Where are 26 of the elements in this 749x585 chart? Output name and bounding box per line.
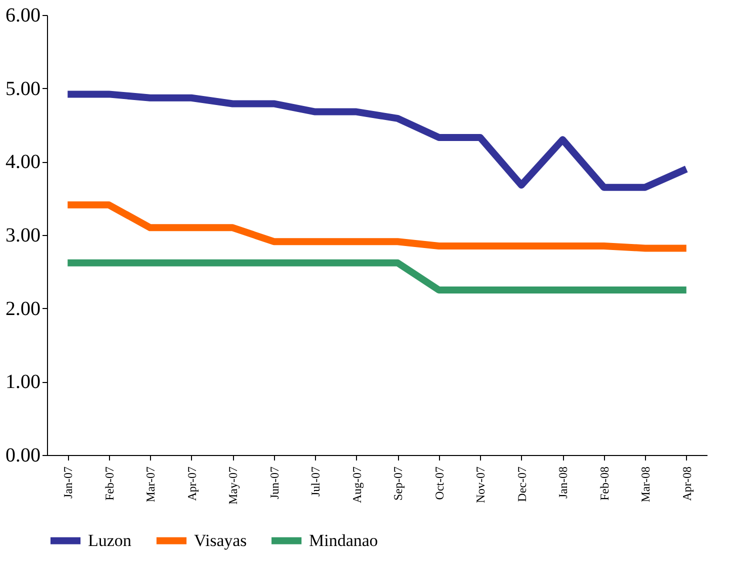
x-tick-label: Dec-07: [514, 466, 529, 502]
y-tick-label: 0.00: [6, 444, 40, 466]
x-tick-label: Apr-07: [184, 466, 199, 501]
x-tick-label: Sep-07: [391, 466, 406, 500]
x-tick-label: Jul-07: [308, 466, 323, 496]
x-tick-label: Nov-07: [474, 466, 488, 504]
x-tick-label: Mar-07: [144, 466, 158, 502]
x-tick-label: Mar-08: [638, 466, 653, 502]
legend-label: Visayas: [194, 530, 247, 550]
x-tick-label: Jan-08: [556, 466, 570, 498]
x-tick-label: Jun-07: [267, 466, 282, 500]
x-tick-label: Jan-07: [61, 466, 76, 498]
y-tick-label: 1.00: [6, 371, 40, 394]
y-tick-label: 4.00: [6, 151, 40, 174]
legend-label: Mindanao: [309, 530, 378, 550]
x-tick-label: Oct-07: [432, 466, 446, 500]
x-tick-label: Aug-07: [350, 466, 364, 504]
y-tick-label: 6.00: [6, 4, 40, 26]
y-tick-label: 5.00: [6, 78, 40, 100]
x-tick-label: Feb-08: [597, 466, 612, 500]
y-tick-label: 2.00: [6, 298, 40, 320]
x-tick-label: May-07: [226, 466, 240, 504]
y-tick-label: 3.00: [6, 224, 40, 246]
x-tick-label: Apr-08: [680, 466, 694, 501]
legend-label: Luzon: [88, 530, 132, 550]
x-tick-label: Feb-07: [102, 466, 116, 500]
